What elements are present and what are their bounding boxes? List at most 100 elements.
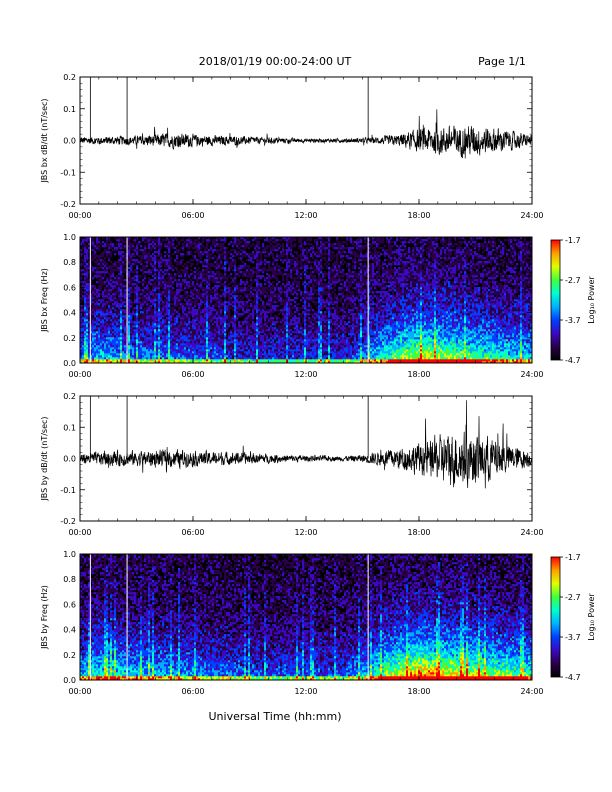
spectrogram-cell [102, 299, 104, 301]
spectrogram-cell [176, 301, 178, 303]
spectrogram-cell [180, 327, 182, 329]
spectrogram-cell [278, 357, 280, 359]
spectrogram-cell [166, 281, 168, 283]
spectrogram-cell [112, 313, 114, 315]
spectrogram-cell [140, 351, 142, 353]
spectrogram-cell [154, 337, 156, 339]
spectrogram-cell [256, 271, 258, 273]
spectrogram-cell [272, 323, 274, 325]
spectrogram-cell [164, 301, 166, 303]
spectrogram-cell [250, 295, 252, 297]
spectrogram-cell [220, 331, 222, 333]
spectrogram-cell [142, 313, 144, 315]
spectrogram-cell [84, 359, 86, 361]
spectrogram-cell [174, 267, 176, 269]
spectrogram-cell [130, 313, 132, 315]
spectrogram-cell [108, 291, 110, 293]
spectrogram-cell [104, 297, 106, 299]
spectrogram-cell [100, 293, 102, 295]
spectrogram-cell [238, 357, 240, 359]
spectrogram-cell [238, 313, 240, 315]
spectrogram-cell [186, 331, 188, 333]
spectrogram-cell [162, 303, 164, 305]
spectrogram-cell [242, 343, 244, 345]
spectrogram-cell [104, 257, 106, 259]
spectrogram-cell [198, 351, 200, 353]
spectrogram-cell [238, 275, 240, 277]
spectrogram-cell [140, 355, 142, 357]
spectrogram-cell [142, 323, 144, 325]
spectrogram-cell [188, 323, 190, 325]
spectrogram-cell [236, 353, 238, 355]
spectrogram-cell [268, 299, 270, 301]
spectrogram-cell [236, 345, 238, 347]
spectrogram-cell [124, 357, 126, 359]
spectrogram-cell [214, 277, 216, 279]
spectrogram-cell [158, 359, 160, 361]
spectrogram-cell [124, 341, 126, 343]
spectrogram-cell [84, 355, 86, 357]
spectrogram-cell [120, 307, 122, 309]
spectrogram-cell [218, 277, 220, 279]
spectrogram-cell [170, 309, 172, 311]
spectrogram-cell [186, 291, 188, 293]
spectrogram-cell [86, 277, 88, 279]
spectrogram-cell [198, 253, 200, 255]
spectrogram-cell [180, 295, 182, 297]
spectrogram-cell [148, 319, 150, 321]
spectrogram-cell [142, 337, 144, 339]
spectrogram-cell [266, 321, 268, 323]
spectrogram-cell [218, 285, 220, 287]
spectrogram-cell [222, 319, 224, 321]
spectrogram-cell [186, 293, 188, 295]
spectrogram-cell [216, 325, 218, 327]
spectrogram-cell [124, 339, 126, 341]
spectrogram-cell [234, 271, 236, 273]
spectrogram-cell [214, 325, 216, 327]
spectrogram-cell [254, 295, 256, 297]
spectrogram-cell [220, 347, 222, 349]
spectrogram-cell [244, 321, 246, 323]
spectrogram-cell [140, 341, 142, 343]
spectrogram-cell [234, 325, 236, 327]
spectrogram-cell [232, 279, 234, 281]
spectrogram-cell [186, 283, 188, 285]
spectrogram-cell [190, 331, 192, 333]
spectrogram-cell [182, 323, 184, 325]
spectrogram-cell [240, 289, 242, 291]
spectrogram-cell [266, 309, 268, 311]
spectrogram-cell [108, 319, 110, 321]
spectrogram-cell [178, 251, 180, 253]
spectrogram-cell [234, 287, 236, 289]
spectrogram-cell [198, 355, 200, 357]
spectrogram-cell [180, 269, 182, 271]
spectrogram-cell [86, 305, 88, 307]
spectrogram-cell [176, 345, 178, 347]
spectrogram-cell [240, 245, 242, 247]
spectrogram-cell [272, 335, 274, 337]
spectrogram-cell [210, 345, 212, 347]
spectrogram-cell [234, 347, 236, 349]
spectrogram-cell [186, 281, 188, 283]
spectrogram-cell [226, 335, 228, 337]
spectrogram-cell [256, 257, 258, 259]
spectrogram-cell [168, 263, 170, 265]
spectrogram-cell [146, 297, 148, 299]
spectrogram-cell [160, 273, 162, 275]
spectrogram-cell [86, 339, 88, 341]
spectrogram-cell [276, 295, 278, 297]
spectrogram-cell [244, 333, 246, 335]
spectrogram-cell [234, 333, 236, 335]
spectrogram-cell [202, 343, 204, 345]
spectrogram-cell [162, 357, 164, 359]
spectrogram-cell [190, 301, 192, 303]
spectrogram-cell [178, 243, 180, 245]
spectrogram-cell [124, 349, 126, 351]
spectrogram-cell [190, 269, 192, 271]
spectrogram-cell [202, 337, 204, 339]
spectrogram-cell [166, 339, 168, 341]
spectrogram-cell [200, 335, 202, 337]
spectrogram-cell [194, 271, 196, 273]
spectrogram-cell [268, 353, 270, 355]
spectrogram-cell [246, 301, 248, 303]
